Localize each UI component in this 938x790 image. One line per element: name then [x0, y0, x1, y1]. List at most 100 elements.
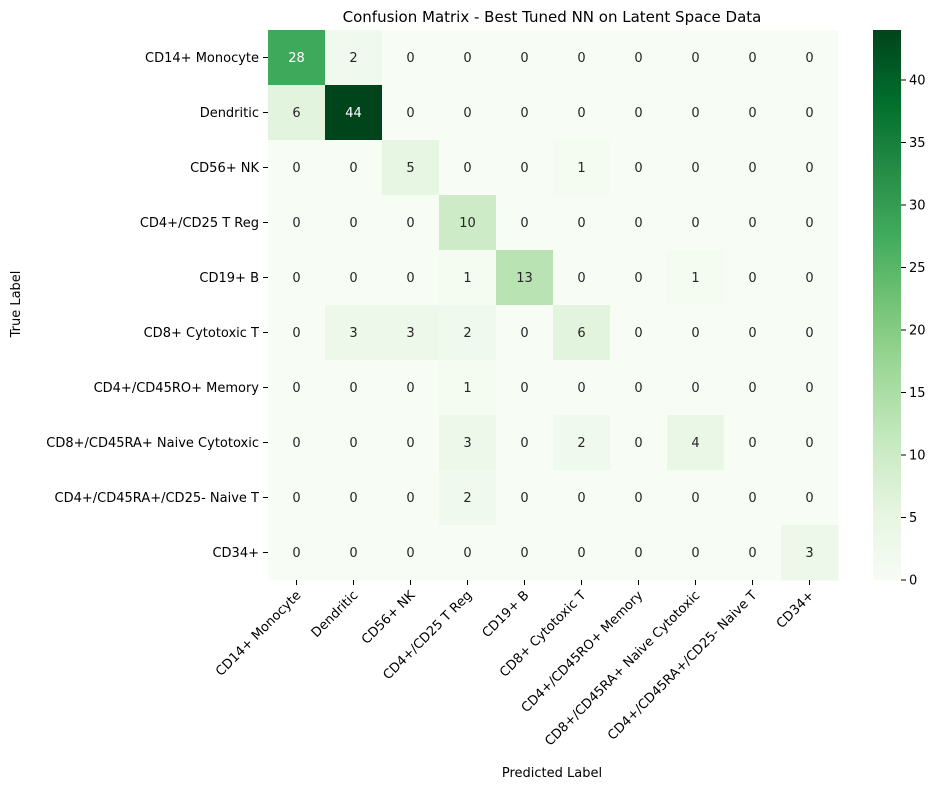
- heatmap-cell: [496, 305, 554, 361]
- heatmap-cell: [781, 85, 839, 141]
- heatmap-cell: [553, 85, 611, 141]
- x-tick-label: Dendritic: [309, 588, 362, 641]
- heatmap-cell: [325, 140, 383, 196]
- cell-value: 0: [691, 491, 699, 506]
- cell-value: 0: [634, 381, 642, 396]
- heatmap-cell: [610, 415, 668, 471]
- cell-value: 0: [577, 491, 585, 506]
- cell-value: 0: [805, 436, 813, 451]
- y-tick-label: Dendritic: [200, 106, 259, 121]
- cell-value: 0: [292, 271, 300, 286]
- heatmap-cells: [268, 30, 839, 581]
- heatmap-cell: [610, 140, 668, 196]
- heatmap-cell: [496, 470, 554, 526]
- cell-value: 6: [292, 106, 300, 121]
- heatmap-cell: [268, 360, 326, 416]
- heatmap-cell: [496, 195, 554, 251]
- cell-value: 0: [463, 161, 471, 176]
- heatmap-cell: [382, 470, 440, 526]
- cell-value: 44: [345, 106, 362, 121]
- cell-value: 0: [520, 381, 528, 396]
- heatmap-cell: [667, 30, 725, 86]
- cell-value: 0: [292, 546, 300, 561]
- cell-value: 0: [520, 106, 528, 121]
- y-tick-label: CD8+/CD45RA+ Naive Cytotoxic: [46, 436, 259, 451]
- heatmap-cell: [553, 250, 611, 306]
- heatmap-cell: [325, 360, 383, 416]
- heatmap-cell: [382, 305, 440, 361]
- heatmap-cell: [781, 140, 839, 196]
- cell-value: 0: [406, 51, 414, 66]
- cell-value: 0: [463, 106, 471, 121]
- cell-value: 0: [292, 381, 300, 396]
- cell-value: 0: [406, 546, 414, 561]
- cell-value: 0: [292, 436, 300, 451]
- heatmap-cell: [610, 30, 668, 86]
- heatmap-cell: [724, 470, 782, 526]
- heatmap-cell: [325, 415, 383, 471]
- heatmap-cell: [325, 470, 383, 526]
- heatmap-cell: [553, 140, 611, 196]
- x-tick-label: CD4+/CD45RO+ Memory: [519, 588, 647, 716]
- cell-value: 0: [349, 546, 357, 561]
- heatmap-cell: [496, 525, 554, 581]
- y-tick-label: CD4+/CD45RO+ Memory: [94, 381, 260, 396]
- cell-value: 0: [349, 161, 357, 176]
- x-tick-label: CD19+ B: [480, 588, 533, 641]
- heatmap-cell: [553, 415, 611, 471]
- heatmap-cell: [781, 250, 839, 306]
- cell-value: 0: [520, 436, 528, 451]
- heatmap-cell: [667, 525, 725, 581]
- heatmap-cell: [496, 415, 554, 471]
- cell-value: 0: [406, 106, 414, 121]
- heatmap-cell: [781, 195, 839, 251]
- heatmap-cell: [610, 250, 668, 306]
- heatmap-cell: [553, 195, 611, 251]
- cell-value: 0: [463, 51, 471, 66]
- heatmap-cell: [439, 360, 497, 416]
- heatmap-cell: [268, 140, 326, 196]
- heatmap-cell: [667, 470, 725, 526]
- cell-value: 0: [805, 491, 813, 506]
- cell-value: 1: [691, 271, 699, 286]
- heatmap-cell: [553, 470, 611, 526]
- cell-value: 0: [691, 381, 699, 396]
- heatmap-cell: [382, 140, 440, 196]
- colorbar-tick-label: 40: [909, 74, 926, 89]
- cell-value: 0: [805, 216, 813, 231]
- cell-value: 0: [748, 436, 756, 451]
- cell-value: 0: [463, 546, 471, 561]
- heatmap-cell: [382, 30, 440, 86]
- cell-value: 0: [748, 216, 756, 231]
- colorbar-tick-label: 15: [909, 386, 926, 401]
- heatmap-cell: [781, 30, 839, 86]
- cell-value: 0: [349, 491, 357, 506]
- heatmap-cell: [439, 30, 497, 86]
- heatmap-cell: [781, 415, 839, 471]
- cell-value: 0: [349, 271, 357, 286]
- cell-value: 0: [634, 271, 642, 286]
- colorbar-tick-label: 0: [909, 574, 917, 589]
- cell-value: 0: [748, 381, 756, 396]
- heatmap-cell: [610, 525, 668, 581]
- heatmap-cell: [781, 360, 839, 416]
- heatmap-cell: [439, 415, 497, 471]
- x-tick-label: CD34+: [774, 588, 818, 632]
- cell-value: 0: [748, 271, 756, 286]
- heatmap-cell: [610, 470, 668, 526]
- heatmap-cell: [325, 195, 383, 251]
- cell-value: 0: [349, 436, 357, 451]
- heatmap-cell: [439, 195, 497, 251]
- heatmap-cell: [496, 250, 554, 306]
- cell-value: 3: [463, 436, 471, 451]
- cell-value: 0: [577, 51, 585, 66]
- colorbar-tick-label: 10: [909, 449, 926, 464]
- cell-value: 0: [292, 216, 300, 231]
- y-tick-labels: CD14+ Monocyte Dendritic CD56+ NK CD4+/CD25…: [46, 51, 268, 561]
- heatmap-cell: [667, 360, 725, 416]
- heatmap-cell: [325, 305, 383, 361]
- heatmap-cell: [610, 85, 668, 141]
- heatmap-cell: [781, 305, 839, 361]
- heatmap-cell: [268, 195, 326, 251]
- cell-value: 0: [406, 271, 414, 286]
